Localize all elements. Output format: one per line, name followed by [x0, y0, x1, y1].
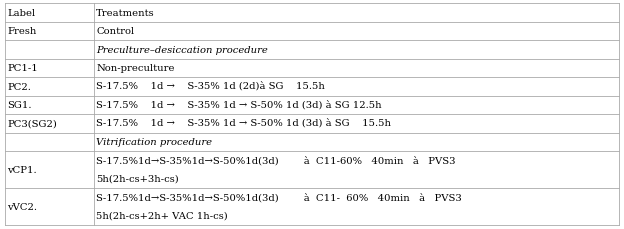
- Text: Control: Control: [96, 27, 134, 36]
- Text: PC3(SG2): PC3(SG2): [7, 119, 57, 128]
- Text: Treatments: Treatments: [96, 9, 155, 18]
- Text: Vitrification procedure: Vitrification procedure: [96, 138, 212, 147]
- Text: 5h(2h‑cs+3h‑cs): 5h(2h‑cs+3h‑cs): [96, 173, 179, 182]
- Text: SG1.: SG1.: [7, 101, 31, 110]
- Text: S‑17.5%    1d →    S‑35% 1d → S‑50% 1d (3d) à SG    15.5h: S‑17.5% 1d → S‑35% 1d → S‑50% 1d (3d) à …: [96, 119, 391, 128]
- Text: S‑17.5%    1d →    S‑35% 1d (2d)à SG    15.5h: S‑17.5% 1d → S‑35% 1d (2d)à SG 15.5h: [96, 82, 325, 92]
- Text: 5h(2h‑cs+2h+ VAC 1h‑cs): 5h(2h‑cs+2h+ VAC 1h‑cs): [96, 210, 228, 219]
- Text: Non‑preculture: Non‑preculture: [96, 64, 175, 73]
- Text: S‑17.5%1d→S‑35%1d→S‑50%1d(3d)        à  C11‑60%   40min   à   PVS3: S‑17.5%1d→S‑35%1d→S‑50%1d(3d) à C11‑60% …: [96, 157, 456, 166]
- Text: PC1‑1: PC1‑1: [7, 64, 37, 73]
- Text: vVC2.: vVC2.: [7, 202, 37, 211]
- Text: S‑17.5%1d→S‑35%1d→S‑50%1d(3d)        à  C11‑  60%   40min   à   PVS3: S‑17.5%1d→S‑35%1d→S‑50%1d(3d) à C11‑ 60%…: [96, 194, 462, 203]
- Text: PC2.: PC2.: [7, 82, 31, 91]
- Text: Label: Label: [7, 9, 35, 18]
- Text: Preculture–desiccation procedure: Preculture–desiccation procedure: [96, 46, 268, 55]
- Text: Fresh: Fresh: [7, 27, 36, 36]
- Text: vCP1.: vCP1.: [7, 165, 37, 174]
- Text: S‑17.5%    1d →    S‑35% 1d → S‑50% 1d (3d) à SG 12.5h: S‑17.5% 1d → S‑35% 1d → S‑50% 1d (3d) à …: [96, 101, 382, 110]
